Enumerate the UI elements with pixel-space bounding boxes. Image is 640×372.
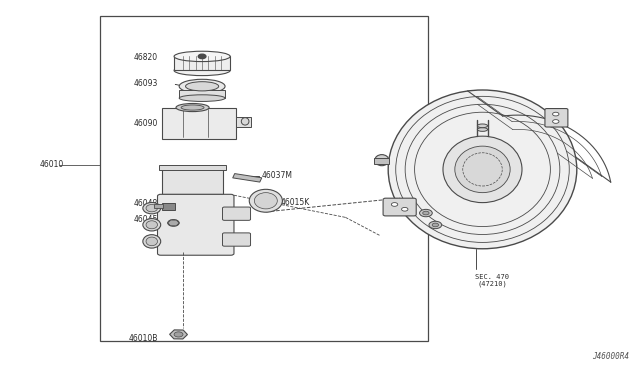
- Text: 46037M: 46037M: [261, 171, 292, 180]
- Circle shape: [401, 208, 408, 211]
- Text: 46015K: 46015K: [280, 198, 310, 207]
- Circle shape: [552, 112, 559, 116]
- Ellipse shape: [241, 118, 249, 125]
- Bar: [236, 116, 252, 127]
- Bar: [233, 174, 262, 182]
- Ellipse shape: [477, 124, 488, 128]
- Circle shape: [174, 332, 183, 337]
- Text: SEC. 470
(47210): SEC. 470 (47210): [475, 274, 509, 288]
- Ellipse shape: [181, 105, 204, 110]
- Ellipse shape: [146, 221, 157, 229]
- Ellipse shape: [477, 128, 488, 131]
- Circle shape: [392, 203, 397, 206]
- Circle shape: [423, 211, 429, 215]
- FancyBboxPatch shape: [157, 194, 234, 255]
- Circle shape: [420, 209, 432, 217]
- Ellipse shape: [179, 79, 225, 93]
- Ellipse shape: [186, 82, 219, 91]
- Bar: [179, 90, 225, 98]
- Ellipse shape: [249, 189, 282, 212]
- Ellipse shape: [143, 235, 161, 248]
- Bar: [174, 57, 230, 70]
- Ellipse shape: [455, 146, 510, 193]
- Text: 46048: 46048: [134, 199, 158, 208]
- Text: 46093: 46093: [134, 79, 158, 88]
- Text: 46045: 46045: [134, 215, 158, 224]
- Text: 46010B: 46010B: [129, 334, 158, 343]
- FancyBboxPatch shape: [545, 109, 568, 127]
- FancyBboxPatch shape: [383, 198, 416, 216]
- Text: 46820: 46820: [134, 53, 158, 62]
- Ellipse shape: [146, 237, 157, 246]
- Ellipse shape: [375, 155, 389, 166]
- Ellipse shape: [254, 193, 277, 209]
- Bar: [162, 203, 175, 210]
- Ellipse shape: [176, 103, 209, 112]
- Bar: [159, 165, 226, 170]
- FancyBboxPatch shape: [223, 233, 250, 246]
- Bar: [163, 108, 236, 139]
- Ellipse shape: [143, 219, 161, 231]
- Text: 46010: 46010: [40, 160, 64, 169]
- Text: J46000R4: J46000R4: [592, 352, 629, 361]
- Bar: [100, 16, 428, 341]
- Ellipse shape: [143, 202, 161, 214]
- Ellipse shape: [179, 95, 225, 102]
- Ellipse shape: [443, 136, 522, 203]
- Circle shape: [168, 219, 179, 226]
- Bar: [374, 158, 390, 164]
- Circle shape: [552, 120, 559, 124]
- FancyBboxPatch shape: [223, 207, 250, 220]
- Ellipse shape: [174, 65, 230, 76]
- Bar: [163, 167, 223, 194]
- Ellipse shape: [146, 205, 157, 212]
- Bar: [154, 205, 163, 208]
- Circle shape: [198, 54, 206, 59]
- Circle shape: [432, 223, 438, 227]
- Text: 46090: 46090: [134, 119, 158, 128]
- Circle shape: [429, 221, 442, 229]
- Ellipse shape: [174, 51, 230, 62]
- Ellipse shape: [388, 90, 577, 249]
